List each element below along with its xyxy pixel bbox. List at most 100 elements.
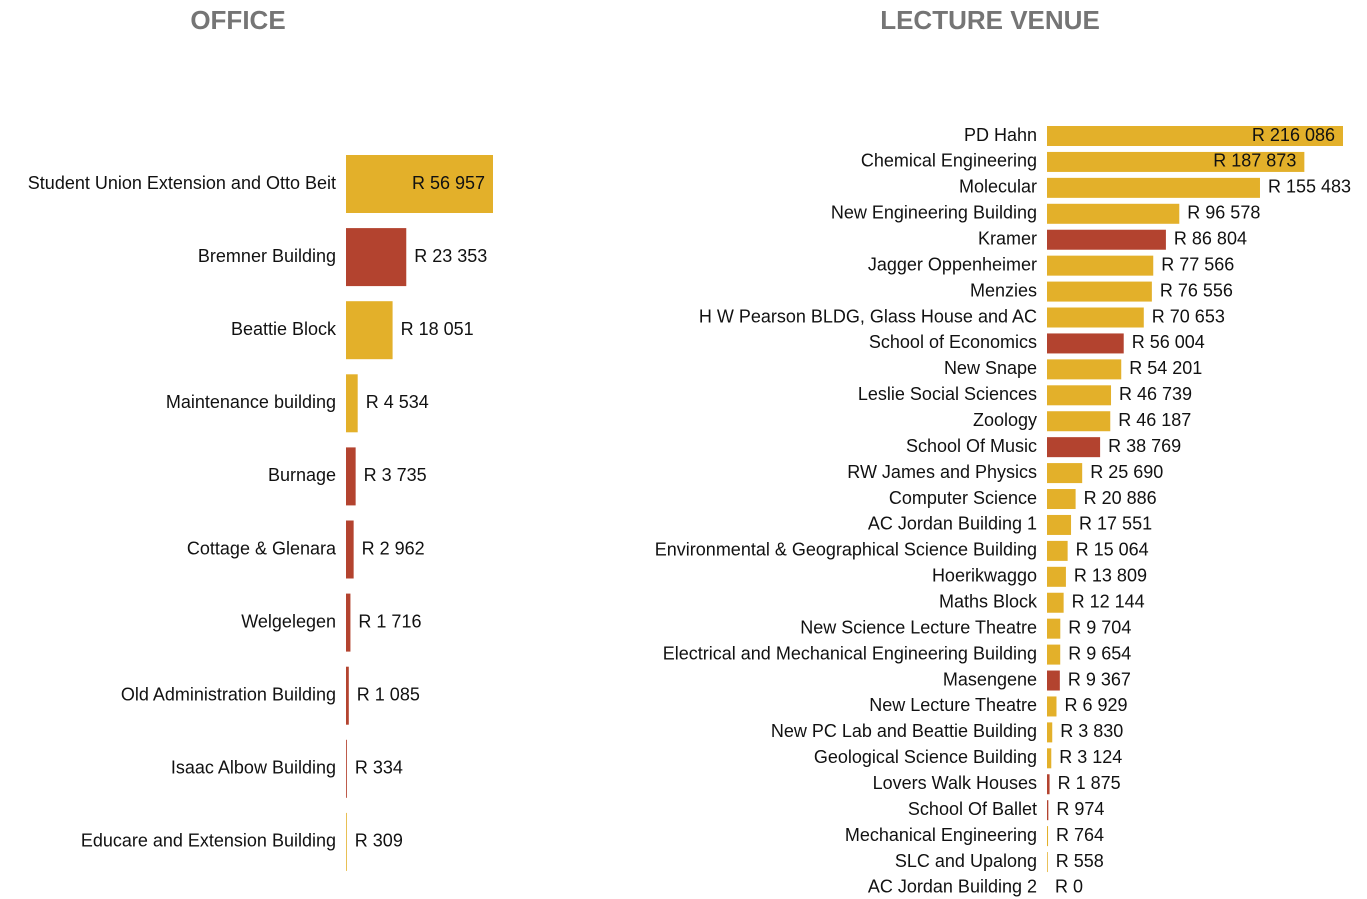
value-label: R 6 929 (1064, 695, 1127, 715)
chart-title: OFFICE (190, 5, 285, 35)
category-label: RW James and Physics (847, 462, 1037, 482)
bar (1047, 307, 1144, 328)
bar (346, 739, 347, 798)
category-label: Bremner Building (198, 246, 336, 266)
value-label: R 9 704 (1068, 617, 1131, 637)
value-label: R 23 353 (414, 246, 487, 266)
category-label: Hoerikwaggo (932, 566, 1037, 586)
value-label: R 9 654 (1068, 643, 1131, 663)
value-label: R 1 716 (358, 611, 421, 631)
bar (1047, 540, 1068, 561)
category-label: Leslie Social Sciences (858, 384, 1037, 404)
category-label: New Lecture Theatre (869, 695, 1037, 715)
value-label: R 54 201 (1129, 358, 1202, 378)
value-label: R 38 769 (1108, 436, 1181, 456)
category-label: Zoology (973, 410, 1037, 430)
value-label: R 1 875 (1058, 773, 1121, 793)
bar (1047, 670, 1060, 691)
value-label: R 70 653 (1152, 306, 1225, 326)
category-label: Lovers Walk Houses (873, 773, 1037, 793)
value-label: R 25 690 (1090, 462, 1163, 482)
bar (1047, 385, 1112, 406)
category-label: Environmental & Geographical Science Bui… (655, 540, 1037, 560)
value-label: R 12 144 (1072, 591, 1145, 611)
bar (1047, 203, 1180, 224)
category-label: Beattie Block (231, 319, 337, 339)
bar (1047, 722, 1053, 743)
value-label: R 17 551 (1079, 514, 1152, 534)
bar (1047, 566, 1066, 587)
value-label: R 334 (355, 758, 403, 778)
category-label: Student Union Extension and Otto Beit (28, 173, 336, 193)
bar (1047, 592, 1064, 613)
category-label: School Of Music (906, 436, 1037, 456)
value-label: R 56 957 (412, 173, 485, 193)
category-label: Chemical Engineering (861, 151, 1037, 171)
bar (1047, 696, 1057, 717)
bar (1047, 281, 1152, 302)
bar (346, 447, 356, 506)
value-label: R 3 830 (1060, 721, 1123, 741)
bar (1047, 644, 1061, 665)
category-label: PD Hahn (964, 125, 1037, 145)
value-label: R 20 886 (1084, 488, 1157, 508)
category-label: School Of Ballet (908, 799, 1037, 819)
category-label: AC Jordan Building 2 (868, 877, 1037, 897)
category-label: Old Administration Building (121, 684, 336, 704)
category-label: Maths Block (939, 591, 1038, 611)
category-label: Burnage (268, 465, 336, 485)
category-label: SLC and Upalong (895, 851, 1037, 871)
category-label: Educare and Extension Building (81, 831, 336, 851)
bar (346, 228, 407, 287)
category-label: Cottage & Glenara (187, 538, 337, 558)
bar (346, 374, 358, 433)
bar (1047, 800, 1049, 821)
value-label: R 1 085 (357, 684, 420, 704)
category-label: Computer Science (889, 488, 1037, 508)
value-label: R 56 004 (1132, 332, 1205, 352)
bar (346, 155, 493, 213)
category-label: School of Economics (869, 332, 1037, 352)
value-label: R 9 367 (1068, 669, 1131, 689)
value-label: R 96 578 (1187, 203, 1260, 223)
category-label: Geological Science Building (814, 747, 1037, 767)
category-label: Jagger Oppenheimer (868, 254, 1037, 274)
bar (1047, 826, 1049, 847)
value-label: R 4 534 (366, 392, 429, 412)
bar (1047, 359, 1122, 380)
bar (346, 666, 349, 725)
value-label: R 15 064 (1076, 540, 1149, 560)
value-label: R 155 483 (1268, 177, 1351, 197)
bar (1047, 437, 1101, 458)
category-label: Kramer (978, 228, 1037, 248)
bar (1047, 852, 1048, 873)
category-label: H W Pearson BLDG, Glass House and AC (699, 306, 1037, 326)
bar (1047, 333, 1124, 354)
bar (346, 593, 351, 652)
value-label: R 77 566 (1161, 254, 1234, 274)
bar (1047, 463, 1083, 484)
category-label: Electrical and Mechanical Engineering Bu… (663, 643, 1037, 663)
bar (346, 520, 354, 579)
value-label: R 0 (1055, 877, 1083, 897)
bar (346, 301, 393, 360)
chart-title: LECTURE VENUE (880, 5, 1100, 35)
bar (346, 812, 347, 871)
value-label: R 76 556 (1160, 280, 1233, 300)
bar (1047, 177, 1260, 198)
value-label: R 3 735 (364, 465, 427, 485)
bar (1047, 126, 1343, 146)
bar (1047, 514, 1072, 535)
bar (1047, 774, 1050, 795)
value-label: R 3 124 (1059, 747, 1122, 767)
value-label: R 86 804 (1174, 228, 1247, 248)
category-label: New PC Lab and Beattie Building (771, 721, 1037, 741)
value-label: R 187 873 (1213, 151, 1296, 171)
value-label: R 216 086 (1252, 125, 1335, 145)
bar (1047, 255, 1154, 276)
category-label: Mechanical Engineering (845, 825, 1037, 845)
category-label: AC Jordan Building 1 (868, 514, 1037, 534)
category-label: Menzies (970, 280, 1037, 300)
bar (1047, 411, 1111, 432)
